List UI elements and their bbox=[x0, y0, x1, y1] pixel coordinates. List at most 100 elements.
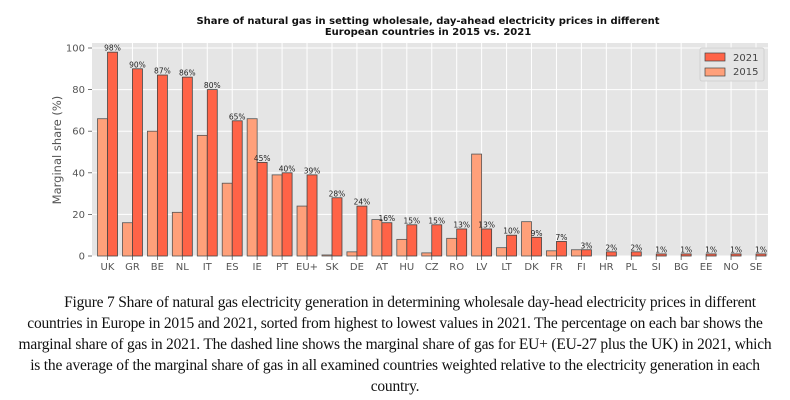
bar-2015-LV bbox=[471, 153, 483, 257]
y-tick-label: 100 bbox=[66, 44, 85, 55]
data-label-SK: 28% bbox=[329, 189, 346, 198]
x-tick-label-LT: LT bbox=[501, 262, 512, 273]
bar-2021-SK bbox=[331, 197, 343, 257]
bar-2021-SI bbox=[655, 253, 667, 257]
data-label-UK: 98% bbox=[104, 44, 121, 53]
data-label-HU: 15% bbox=[403, 216, 420, 225]
bar-2021-NL bbox=[181, 76, 193, 257]
x-tick-label-AT: AT bbox=[376, 262, 389, 273]
bar-2015-FR bbox=[546, 250, 557, 257]
bar-2021-PL bbox=[630, 251, 642, 257]
bar-2015-DK bbox=[521, 221, 532, 257]
y-tick-label: 60 bbox=[72, 127, 85, 138]
x-tick-label-LV: LV bbox=[476, 262, 487, 273]
bar-2021-RO bbox=[456, 228, 468, 257]
bar-2015-UK bbox=[97, 118, 108, 257]
x-tick-label-PT: PT bbox=[276, 262, 289, 273]
x-tick-label-IT: IT bbox=[203, 262, 213, 273]
bar-2015-NL bbox=[171, 211, 183, 257]
data-label-DE: 24% bbox=[354, 198, 371, 207]
x-tick-label-EE: EE bbox=[700, 262, 713, 273]
data-label-LT: 10% bbox=[503, 227, 520, 236]
bar-2021-SE bbox=[755, 253, 767, 257]
bar-2015-PT bbox=[271, 174, 283, 257]
bar-2021-HR bbox=[605, 251, 617, 257]
data-label-IT: 80% bbox=[204, 81, 221, 90]
y-axis: 0 20 40 60 80 100 bbox=[66, 44, 92, 263]
bar-2015-SK bbox=[321, 254, 333, 257]
x-tick-label-PL: PL bbox=[625, 262, 637, 273]
data-label-CZ: 15% bbox=[428, 216, 445, 225]
data-label-GR: 90% bbox=[129, 60, 146, 69]
legend-swatch-2021 bbox=[704, 52, 726, 62]
data-label-PT: 40% bbox=[279, 164, 296, 173]
x-tick-label-HR: HR bbox=[599, 262, 614, 273]
data-label-BE: 87% bbox=[154, 67, 171, 76]
x-tick-label-GR: GR bbox=[125, 262, 140, 273]
bar-chart: Share of natural gas in setting wholesal… bbox=[50, 16, 768, 273]
bar-2015-AT bbox=[371, 219, 383, 257]
x-axis: UK GR BE NL IT ES IE PT EU+ SK DE AT HU CZ RO LV LT DK FR F… bbox=[101, 256, 763, 273]
data-label-AT: 16% bbox=[379, 214, 396, 223]
x-tick-label-BG: BG bbox=[674, 262, 688, 273]
x-tick-label-EU+: EU+ bbox=[296, 262, 318, 273]
x-tick-label-FR: FR bbox=[550, 262, 563, 273]
x-tick-label-SK: SK bbox=[326, 262, 339, 273]
bars bbox=[97, 51, 767, 257]
data-label-FI: 3% bbox=[580, 241, 592, 250]
data-label-ES: 65% bbox=[229, 112, 246, 121]
y-tick-label: 0 bbox=[79, 252, 85, 263]
bar-2021-CZ bbox=[431, 224, 443, 257]
bar-2015-FI bbox=[571, 249, 582, 257]
bar-2021-BE bbox=[156, 74, 168, 257]
y-tick-label: 20 bbox=[72, 210, 85, 221]
bar-2021-EE bbox=[705, 253, 717, 257]
bar-2021-DE bbox=[356, 205, 368, 257]
bar-2015-HU bbox=[396, 238, 408, 257]
data-label-LV: 13% bbox=[478, 220, 495, 229]
bar-2015-GR bbox=[122, 222, 133, 257]
bar-2015-EU+ bbox=[296, 205, 308, 257]
figure-caption: Figure 7 Share of natural gas electricit… bbox=[18, 294, 772, 395]
bar-2021-BG bbox=[680, 253, 692, 257]
x-tick-label-SI: SI bbox=[652, 262, 661, 273]
x-tick-label-HU: HU bbox=[399, 262, 414, 273]
data-label-BG: 1% bbox=[680, 245, 692, 254]
x-tick-label-IE: IE bbox=[253, 262, 262, 273]
bar-2021-IE bbox=[256, 161, 268, 257]
legend-label-2021: 2021 bbox=[733, 53, 758, 64]
x-tick-label-ES: ES bbox=[226, 262, 239, 273]
y-tick-label: 40 bbox=[72, 168, 85, 179]
chart-title-line-2: European countries in 2015 vs. 2021 bbox=[325, 27, 531, 38]
data-label-EU+: 39% bbox=[304, 166, 321, 175]
data-label-RO: 13% bbox=[453, 220, 470, 229]
bar-2021-FI bbox=[581, 249, 592, 257]
bar-2015-DE bbox=[346, 251, 358, 257]
bar-2015-BE bbox=[146, 130, 158, 257]
bar-2021-AT bbox=[381, 222, 393, 257]
bar-2021-HU bbox=[406, 224, 418, 257]
x-tick-label-FI: FI bbox=[577, 262, 586, 273]
bar-2015-IE bbox=[246, 118, 258, 257]
y-tick-label: 80 bbox=[72, 85, 85, 96]
legend-swatch-2015 bbox=[704, 67, 726, 77]
x-tick-label-BE: BE bbox=[151, 262, 164, 273]
chart-title-line-1: Share of natural gas in setting wholesal… bbox=[196, 16, 659, 27]
bar-2021-FR bbox=[556, 241, 567, 257]
bar-2015-ES bbox=[221, 182, 233, 257]
data-label-DK: 9% bbox=[531, 229, 543, 238]
x-tick-label-UK: UK bbox=[101, 262, 115, 273]
legend: 2021 2015 bbox=[699, 47, 765, 82]
bar-2021-IT bbox=[206, 89, 218, 257]
data-label-NL: 86% bbox=[179, 69, 196, 78]
x-tick-label-NL: NL bbox=[176, 262, 189, 273]
legend-label-2015: 2015 bbox=[733, 67, 758, 78]
bar-2021-PT bbox=[281, 172, 293, 257]
data-label-IE: 45% bbox=[254, 154, 271, 163]
data-label-NO: 1% bbox=[730, 245, 742, 254]
x-tick-label-SE: SE bbox=[750, 262, 763, 273]
bar-2021-NO bbox=[730, 253, 742, 257]
bar-2015-LT bbox=[496, 247, 507, 257]
data-label-HR: 2% bbox=[605, 243, 617, 252]
bar-2021-LV bbox=[481, 228, 493, 257]
